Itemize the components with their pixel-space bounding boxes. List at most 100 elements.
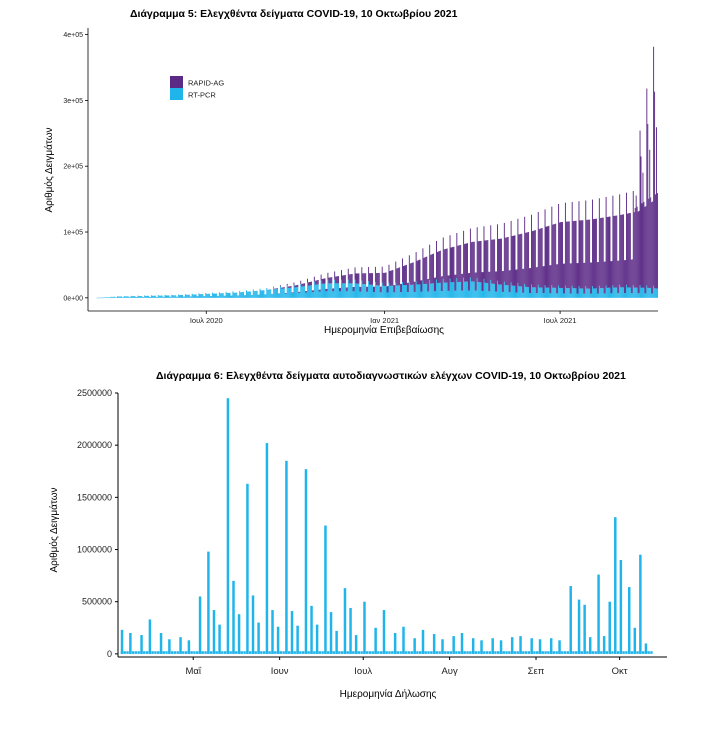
rt-pcr-bar <box>414 291 416 298</box>
rt-pcr-bar <box>262 290 264 298</box>
self-test-baseline-bar <box>123 651 126 654</box>
rapid-ag-bar <box>504 237 506 286</box>
rapid-ag-bar <box>456 233 458 279</box>
rt-pcr-bar <box>385 285 387 298</box>
rt-pcr-bar <box>141 295 143 298</box>
rt-pcr-bar <box>578 286 580 298</box>
self-test-baseline-bar <box>497 651 500 654</box>
rt-pcr-bar <box>573 288 575 298</box>
rapid-ag-bar <box>397 268 399 286</box>
rt-pcr-bar <box>294 287 296 298</box>
rt-pcr-bar <box>151 295 152 298</box>
rapid-ag-bar <box>373 286 374 293</box>
rt-pcr-bar <box>280 288 282 298</box>
rt-pcr-bar <box>111 296 113 298</box>
rt-pcr-bar <box>230 295 232 298</box>
self-test-bar <box>304 469 308 654</box>
rt-pcr-bar <box>347 279 349 298</box>
rt-pcr-bar <box>617 293 619 298</box>
rt-pcr-bar <box>275 289 277 298</box>
rt-pcr-bar <box>227 292 229 298</box>
rt-pcr-bar <box>381 282 383 298</box>
chart-6-x-axis-title: Ημερομηνία Δήλωσης <box>340 688 437 700</box>
rt-pcr-bar <box>119 296 120 298</box>
rt-pcr-bar <box>274 289 276 298</box>
rt-pcr-bar <box>311 292 313 298</box>
rt-pcr-bar <box>256 290 258 298</box>
rapid-ag-bar <box>371 273 372 285</box>
rapid-ag-bar <box>343 275 345 284</box>
rt-pcr-bar <box>563 293 565 298</box>
rt-pcr-bar <box>241 292 243 298</box>
self-test-baseline-bar <box>182 651 185 654</box>
rt-pcr-bar <box>327 279 329 298</box>
self-test-baseline-bar <box>463 651 466 654</box>
rt-pcr-bar <box>582 288 584 298</box>
rt-pcr-bar <box>211 295 213 298</box>
rapid-ag-bar <box>562 221 563 289</box>
rt-pcr-bar <box>435 291 436 298</box>
rt-pcr-bar <box>238 295 240 298</box>
rt-pcr-bar <box>190 296 192 298</box>
rt-pcr-bar <box>427 291 429 298</box>
rt-pcr-bar <box>214 293 216 298</box>
rt-pcr-bar <box>529 293 530 298</box>
rapid-ag-bar <box>531 231 533 288</box>
rt-pcr-bar <box>109 297 111 298</box>
rt-pcr-bar <box>591 293 593 298</box>
rapid-ag-bar <box>334 271 336 280</box>
rt-pcr-bar <box>520 286 522 298</box>
rapid-ag-bar <box>332 288 334 292</box>
rapid-ag-bar <box>547 226 549 288</box>
rapid-ag-bar <box>312 290 314 293</box>
rapid-ag-bar <box>426 256 428 284</box>
rapid-ag-bar <box>520 233 522 287</box>
self-test-bar <box>120 629 124 654</box>
rt-pcr-bar <box>596 293 598 298</box>
rapid-ag-bar <box>367 286 369 292</box>
rt-pcr-bar <box>470 281 472 298</box>
rapid-ag-bar <box>508 270 510 293</box>
self-test-bar <box>324 525 327 654</box>
rapid-ag-bar <box>368 267 370 282</box>
rt-pcr-bar <box>132 296 134 298</box>
rt-pcr-bar <box>332 291 334 298</box>
rt-pcr-bar <box>541 287 543 298</box>
rt-pcr-bar <box>615 287 617 298</box>
rt-pcr-bar <box>606 287 608 298</box>
rapid-ag-bar <box>491 239 493 284</box>
self-test-bar <box>207 551 210 654</box>
rt-pcr-bar <box>220 293 222 298</box>
rt-pcr-bar <box>524 283 526 298</box>
self-test-baseline-bar <box>170 651 174 654</box>
rt-pcr-bar <box>378 285 380 298</box>
rt-pcr-bar <box>597 293 599 298</box>
rapid-ag-bar <box>342 275 344 284</box>
rapid-ag-bar <box>292 292 294 294</box>
self-test-bar <box>432 634 436 654</box>
rt-pcr-bar <box>97 297 99 299</box>
self-test-baseline-bar <box>209 651 213 654</box>
rt-pcr-bar <box>479 282 481 298</box>
rapid-ag-bar <box>464 243 466 282</box>
rapid-ag-bar <box>616 215 618 288</box>
rt-pcr-bar <box>506 285 508 298</box>
rt-pcr-bar <box>641 287 643 298</box>
rt-pcr-bar <box>519 286 521 298</box>
self-test-bar <box>639 554 642 654</box>
rt-pcr-bar <box>566 288 568 298</box>
legend-label-rapid-ag: RAPID-AG <box>188 79 224 88</box>
rapid-ag-bar <box>314 280 316 285</box>
rt-pcr-bar <box>497 280 499 298</box>
rapid-ag-bar <box>554 223 556 288</box>
rt-pcr-bar <box>508 292 510 298</box>
rt-pcr-bar <box>568 288 570 298</box>
rt-pcr-bar <box>149 296 150 298</box>
rt-pcr-bar <box>277 288 278 298</box>
rt-pcr-bar <box>115 297 117 298</box>
rt-pcr-bar <box>434 291 435 298</box>
self-test-baseline-bar <box>157 651 160 654</box>
rapid-ag-bar <box>629 212 631 288</box>
rapid-ag-bar <box>557 264 559 294</box>
self-test-bar <box>251 595 255 654</box>
